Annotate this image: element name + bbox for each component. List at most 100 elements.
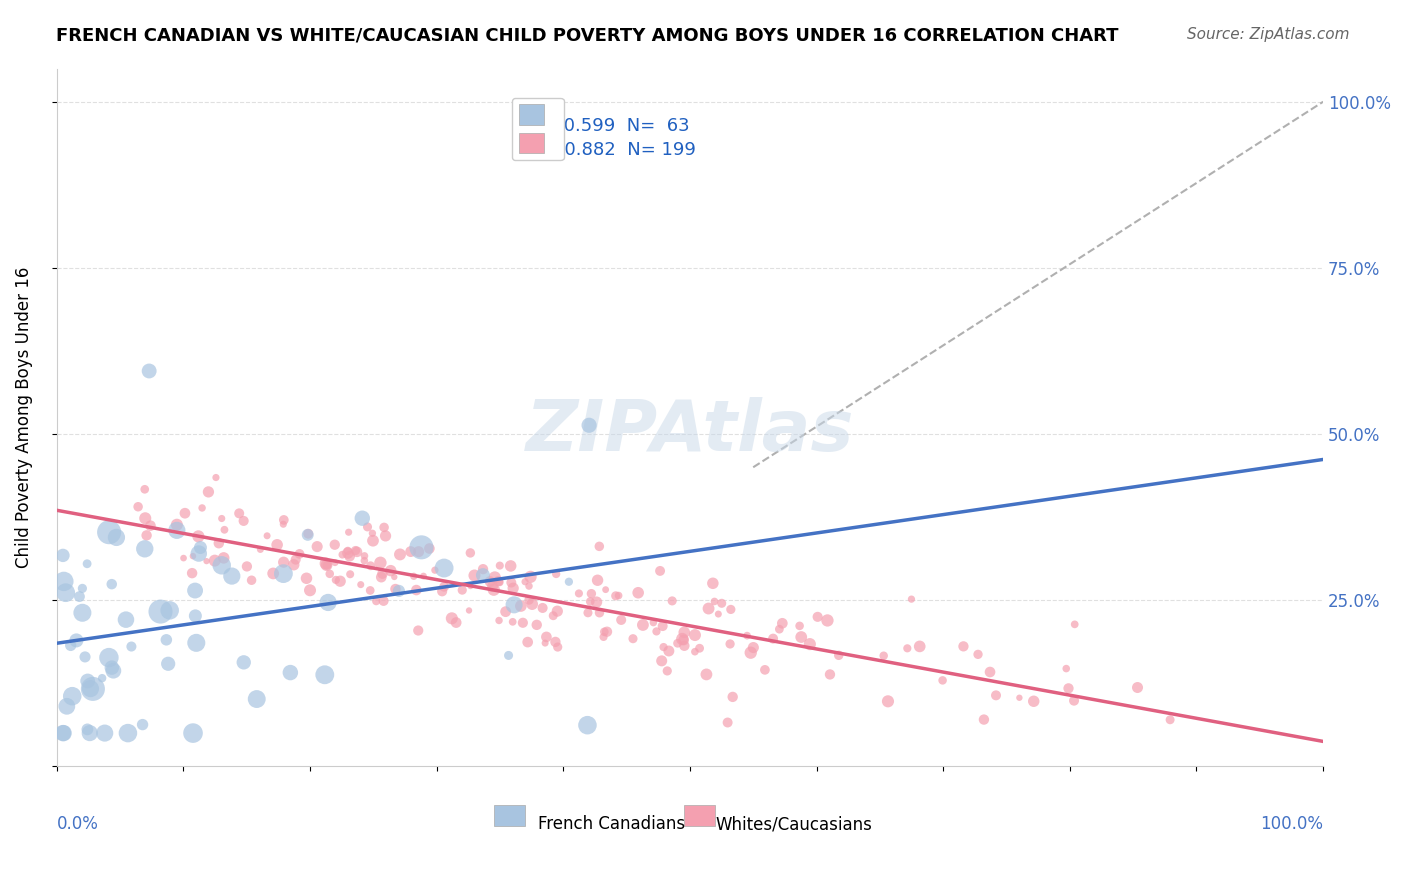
Point <box>460 546 482 560</box>
Point <box>488 575 510 590</box>
Point <box>402 569 425 583</box>
Point <box>76 673 98 688</box>
Point <box>534 636 557 650</box>
Point <box>790 630 813 644</box>
Point <box>979 665 1001 679</box>
Point <box>588 540 610 554</box>
Point <box>531 601 554 615</box>
Point <box>211 511 233 525</box>
Point <box>370 570 392 584</box>
Point <box>93 726 115 740</box>
Point <box>695 667 717 681</box>
Point <box>652 640 675 654</box>
Point <box>406 624 429 638</box>
Point <box>211 558 233 573</box>
Text: R = -0.882  N= 199: R = -0.882 N= 199 <box>519 141 696 159</box>
Point <box>256 529 278 543</box>
Point <box>316 595 339 609</box>
Point <box>460 579 482 593</box>
Point <box>134 511 156 525</box>
Point <box>541 608 564 623</box>
Point <box>673 639 696 653</box>
Point <box>430 584 453 599</box>
Point <box>481 579 503 593</box>
Point <box>807 610 830 624</box>
Point <box>350 577 373 591</box>
Point <box>592 630 614 644</box>
Point <box>536 630 558 644</box>
Point <box>1054 662 1077 676</box>
Text: R =  0.599  N=  63: R = 0.599 N= 63 <box>519 117 689 135</box>
Point <box>900 592 922 607</box>
Point <box>702 576 724 591</box>
Point <box>356 520 378 534</box>
Point <box>627 586 650 600</box>
Point <box>307 540 329 554</box>
Point <box>370 556 392 570</box>
Point <box>60 689 83 703</box>
Point <box>873 648 896 663</box>
Point <box>498 648 520 663</box>
Point <box>984 689 1007 703</box>
Point <box>353 554 375 568</box>
Point <box>471 568 494 582</box>
Point <box>418 541 440 556</box>
Point <box>544 635 567 649</box>
Point <box>339 549 361 564</box>
Point <box>181 566 204 581</box>
Point <box>52 574 75 589</box>
Point <box>697 601 720 615</box>
Point <box>503 598 526 612</box>
Point <box>373 594 395 608</box>
Point <box>717 715 740 730</box>
Point <box>284 552 307 566</box>
Point <box>190 541 212 555</box>
Point <box>52 549 75 563</box>
Point <box>72 606 94 620</box>
Legend: , : , <box>512 98 564 161</box>
Point <box>187 547 209 561</box>
Point <box>181 549 204 563</box>
Point <box>651 654 673 668</box>
Point <box>411 541 433 555</box>
Point <box>586 574 609 588</box>
Point <box>479 574 502 589</box>
Point <box>631 618 654 632</box>
Point <box>208 536 231 550</box>
Point <box>482 582 505 597</box>
Point <box>388 583 411 598</box>
Point <box>735 629 758 643</box>
Point <box>718 637 741 651</box>
Point <box>204 554 226 568</box>
Point <box>283 558 305 572</box>
Point <box>645 624 668 639</box>
Point <box>486 574 509 588</box>
Point <box>314 667 336 681</box>
Point <box>273 566 295 581</box>
Point <box>605 589 627 603</box>
Point <box>672 632 695 647</box>
Point <box>205 470 228 484</box>
Point <box>877 694 900 708</box>
Point <box>818 667 841 681</box>
Point <box>352 511 374 525</box>
Point <box>236 559 259 574</box>
Point <box>967 648 990 662</box>
Point <box>499 558 522 573</box>
Point <box>762 632 785 646</box>
Point <box>131 717 153 731</box>
Point <box>135 528 157 542</box>
Point <box>344 543 367 558</box>
Point <box>366 594 388 608</box>
Point <box>76 557 98 571</box>
Point <box>323 556 346 570</box>
Point <box>658 644 681 658</box>
Point <box>103 664 125 678</box>
Point <box>973 713 995 727</box>
Point <box>1057 681 1080 696</box>
Point <box>319 566 342 581</box>
Point <box>232 656 254 670</box>
Point <box>720 602 742 616</box>
Point <box>517 593 540 607</box>
Point <box>52 726 75 740</box>
